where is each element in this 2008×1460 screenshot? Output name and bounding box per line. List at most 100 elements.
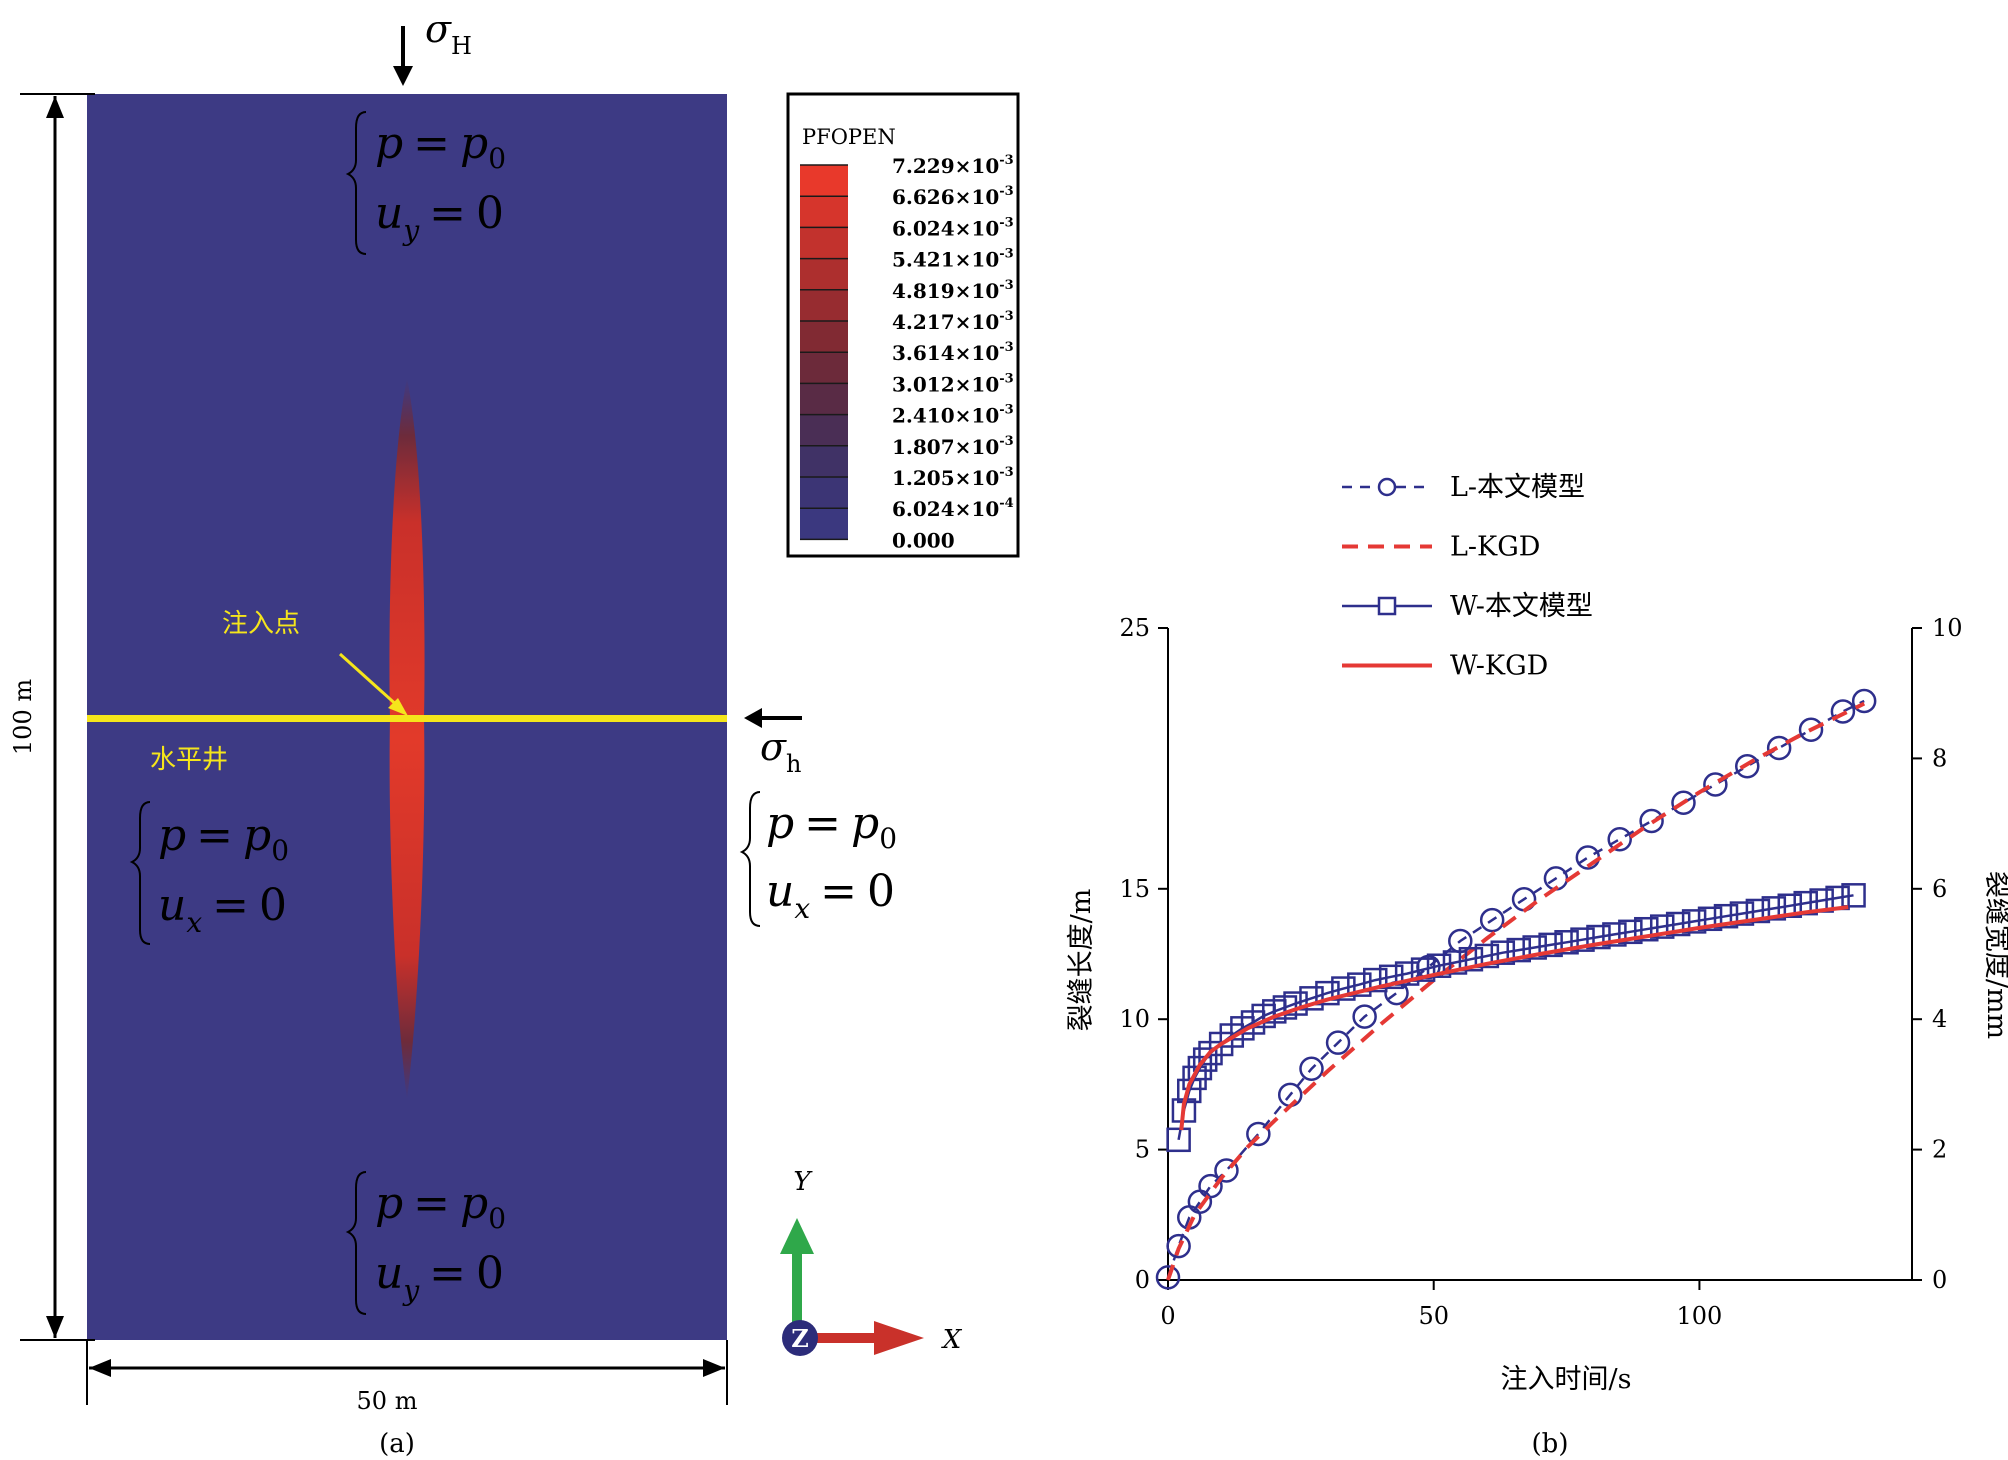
series-line-3 xyxy=(1179,905,1849,1131)
legend-value: 3.614×10-3 xyxy=(892,340,1014,365)
series-point-square xyxy=(1841,883,1866,908)
legend-value: 1.205×10-3 xyxy=(892,465,1014,490)
legend-value: 5.421×10-3 xyxy=(892,247,1014,272)
triad-y-head xyxy=(780,1218,814,1254)
legend-label: W-KGD xyxy=(1450,651,1548,682)
series-point-square xyxy=(1713,903,1739,929)
y-right-tick-label: 4 xyxy=(1932,1005,1947,1033)
legend-value: 1.807×10-3 xyxy=(892,434,1014,459)
bc-bottom: p = p0 uy = 0 xyxy=(345,1171,506,1315)
series-point-square xyxy=(1665,911,1691,937)
bc-left: p = p0 ux = 0 xyxy=(129,801,289,945)
y-right-tick-label: 10 xyxy=(1932,614,1963,642)
legend-swatch xyxy=(800,321,848,353)
series-point-square xyxy=(1554,930,1579,955)
bc-right-line2: ux = 0 xyxy=(766,866,895,925)
legend-swatch xyxy=(800,258,848,290)
series-point-circle xyxy=(1352,1004,1377,1029)
legend-label: L-KGD xyxy=(1450,532,1540,563)
legend-swatch xyxy=(800,352,848,384)
series-point-square xyxy=(1649,914,1675,939)
series-point-square xyxy=(1192,1047,1218,1072)
series-point-circle xyxy=(1325,1030,1351,1055)
series-point-circle xyxy=(1830,699,1856,724)
series-point-square xyxy=(1299,986,1324,1011)
height-dim-arrow-top xyxy=(46,96,64,118)
bc-left-line1: p = p0 xyxy=(158,810,289,867)
series-point-square xyxy=(1729,901,1755,926)
legend-value: 6.626×10-3 xyxy=(892,184,1014,209)
height-dim-arrow-bottom xyxy=(46,1316,64,1338)
series-point-square xyxy=(1410,957,1436,982)
pfopen-legend: PFOPEN 7.229×10-3 6.626×10-3 6.024×10-3 5.4… xyxy=(786,92,1020,558)
triad-z-label: Z xyxy=(791,1324,809,1353)
legend-value: 3.012×10-3 xyxy=(892,371,1014,396)
series-point-circle xyxy=(1246,1121,1271,1147)
width-dim-arrow-left xyxy=(89,1359,111,1377)
series-point-square xyxy=(1506,937,1531,963)
series-point-square xyxy=(1426,953,1452,978)
series-line-0 xyxy=(1166,699,1865,1278)
series-point-square xyxy=(1761,896,1787,921)
legend-value: 6.024×10-3 xyxy=(892,215,1014,240)
legend-marker-square xyxy=(1377,596,1397,616)
series-point-circle xyxy=(1639,808,1664,834)
panel-b-caption: (b) xyxy=(1532,1429,1569,1459)
width-dim-arrow-right xyxy=(703,1359,725,1377)
legend-swatch xyxy=(800,196,848,228)
legend-swatch xyxy=(800,477,848,509)
bc-right-brace xyxy=(739,791,761,927)
series-point-square xyxy=(1745,898,1771,924)
series-point-square xyxy=(1283,991,1308,1016)
legend-swatch xyxy=(800,289,848,321)
series-point-circle xyxy=(1851,688,1877,714)
bc-right: p = p0 ux = 0 xyxy=(739,791,897,927)
series-point-square xyxy=(1347,972,1372,997)
injection-point-arrowhead xyxy=(388,698,408,716)
bc-bottom-line1: p = p0 xyxy=(375,1178,506,1235)
sigma-h-label: σh xyxy=(760,725,801,778)
sigma-H-label: σH xyxy=(425,7,472,60)
series-point-square xyxy=(1777,893,1803,919)
legend-swatch xyxy=(800,165,848,197)
height-label: 100 m xyxy=(9,679,37,755)
triad-x-label: X xyxy=(941,1325,963,1355)
legend-value: 4.819×10-3 xyxy=(892,278,1014,303)
x-axis-label: 注入时间/s xyxy=(1501,1364,1632,1395)
series-point-square xyxy=(1458,946,1484,972)
width-label: 50 m xyxy=(357,1387,418,1415)
legend-swatch xyxy=(800,508,848,540)
y-right-tick-label: 0 xyxy=(1932,1266,1947,1294)
series-point-circle xyxy=(1187,1189,1213,1215)
horizontal-well xyxy=(87,715,727,722)
legend-swatch xyxy=(800,383,848,415)
horizontal-well-label: 水平井 xyxy=(150,745,228,775)
series-point-square xyxy=(1378,964,1404,990)
series-point-circle xyxy=(1166,1233,1191,1259)
series-point-circle xyxy=(1214,1158,1239,1183)
series-point-circle xyxy=(1607,826,1632,852)
y-left-tick-label: 15 xyxy=(1119,875,1150,903)
y-left-tick-label: 0 xyxy=(1135,1266,1150,1294)
series-point-square xyxy=(1522,935,1547,960)
series-point-circle xyxy=(1671,790,1696,815)
series-point-circle xyxy=(1299,1056,1324,1082)
injection-point-label: 注入点 xyxy=(222,609,300,639)
hydraulic-fracture xyxy=(389,378,425,1100)
series-point-square xyxy=(1363,967,1388,993)
x-tick-label: 0 xyxy=(1160,1302,1175,1330)
series-point-square xyxy=(1697,906,1723,932)
legend-value: 2.410×10-3 xyxy=(892,403,1014,428)
panel-a-caption: (a) xyxy=(379,1429,415,1459)
legend-label: L-本文模型 xyxy=(1450,472,1585,503)
y-right-tick-label: 8 xyxy=(1932,744,1947,772)
series-point-circle xyxy=(1479,907,1505,933)
series-point-circle xyxy=(1198,1173,1223,1199)
series-point-circle xyxy=(1735,753,1760,779)
legend-swatch xyxy=(800,445,848,477)
y-axis-right-label: 裂缝宽度/mm xyxy=(1981,871,2008,1039)
bc-bottom-brace xyxy=(345,1171,367,1315)
triad-y-shaft xyxy=(792,1248,802,1328)
series-point-square xyxy=(1474,943,1500,969)
panel-a: 注入点 水平井 σH σh 100 m 50 m p = p0 uy = 0 xyxy=(9,7,1020,1459)
